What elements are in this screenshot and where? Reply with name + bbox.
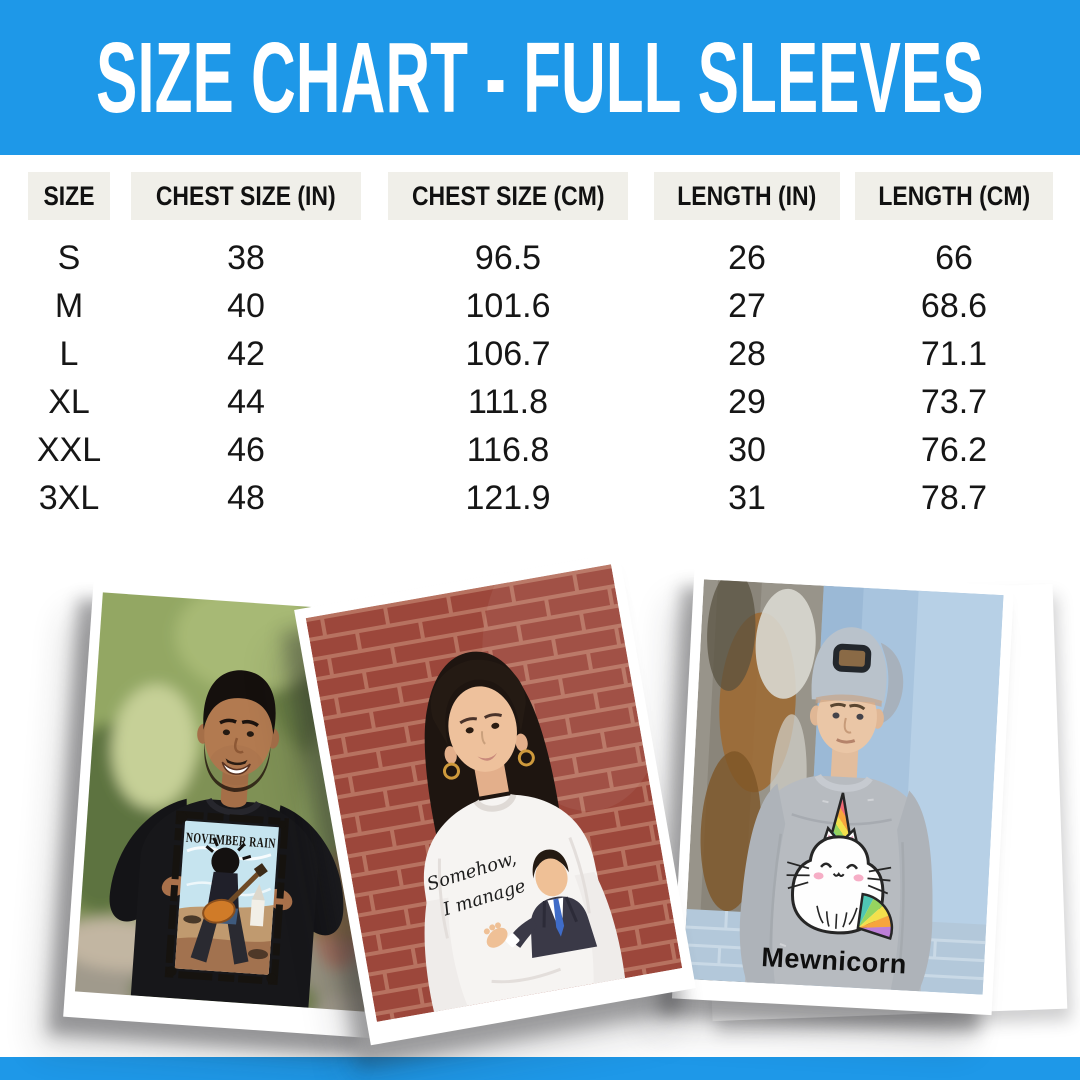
value-cell: 101.6	[465, 286, 551, 325]
shirt-print-november-rain: NOVEMBER RAIN	[164, 810, 290, 986]
col-header-chest-cm: CHEST SIZE (CM)	[388, 172, 628, 220]
value-cell: 71.1	[920, 334, 988, 373]
size-label: XL	[48, 382, 90, 421]
photo-somehow-i-manage-tee: Somehow, I manage	[294, 552, 696, 1046]
title-banner: SIZE CHART - FULL SLEEVES	[0, 0, 1080, 155]
value-cell: 27	[728, 286, 766, 325]
value-cell: 38	[227, 238, 265, 277]
photo-mewnicorn-tee: Mewnicorn	[671, 568, 1015, 1016]
value-cell: 68.6	[920, 286, 988, 325]
size-table-header: SIZE CHEST SIZE (IN) CHEST SIZE (CM) LEN…	[15, 172, 1065, 220]
size-label: L	[59, 334, 79, 373]
col-header-length-in: LENGTH (IN)	[654, 172, 840, 220]
value-cell: 96.5	[474, 238, 542, 277]
value-cell: 30	[728, 430, 766, 469]
value-cell: 111.8	[467, 382, 549, 421]
size-label: 3XL	[38, 478, 100, 517]
model-woman	[423, 651, 626, 1012]
value-cell: 73.7	[920, 382, 988, 421]
col-header-chest-in: CHEST SIZE (IN)	[131, 172, 361, 220]
size-label: S	[57, 238, 81, 277]
size-label: XXL	[36, 430, 102, 469]
photo-november-rain-tee: NOVEMBER RAIN	[63, 581, 403, 1039]
value-cell: 106.7	[465, 334, 551, 373]
value-cell: 116.8	[466, 430, 550, 469]
size-table-body: S 38 96.5 26 66 M 40 101.6 27 68.6 L 42 …	[15, 234, 1065, 522]
col-header-size: SIZE	[28, 172, 110, 220]
value-cell: 121.9	[465, 478, 551, 517]
value-cell: 31	[728, 478, 766, 517]
photo-illustration-somehow-i-manage: Somehow, I manage	[305, 564, 683, 1022]
col-header-length-cm: LENGTH (CM)	[855, 172, 1053, 220]
value-cell: 76.2	[920, 430, 988, 469]
photo-illustration-mewnicorn: Mewnicorn	[683, 579, 1004, 995]
shirt-print-mewnicorn: Mewnicorn	[761, 792, 908, 980]
size-label: M	[54, 286, 84, 325]
value-cell: 26	[728, 238, 766, 277]
value-cell: 29	[728, 382, 766, 421]
value-cell: 40	[227, 286, 265, 325]
print-title-text: NOVEMBER RAIN	[185, 831, 276, 852]
value-cell: 66	[935, 238, 973, 277]
value-cell: 46	[227, 430, 265, 469]
value-cell: 28	[728, 334, 766, 373]
page-title: SIZE CHART - FULL SLEEVES	[96, 21, 984, 134]
model-man-cap	[739, 627, 933, 992]
value-cell: 42	[227, 334, 265, 373]
value-cell: 48	[227, 478, 265, 517]
bottom-accent-bar	[0, 1057, 1080, 1080]
value-cell: 44	[227, 382, 265, 421]
value-cell: 78.7	[920, 478, 988, 517]
